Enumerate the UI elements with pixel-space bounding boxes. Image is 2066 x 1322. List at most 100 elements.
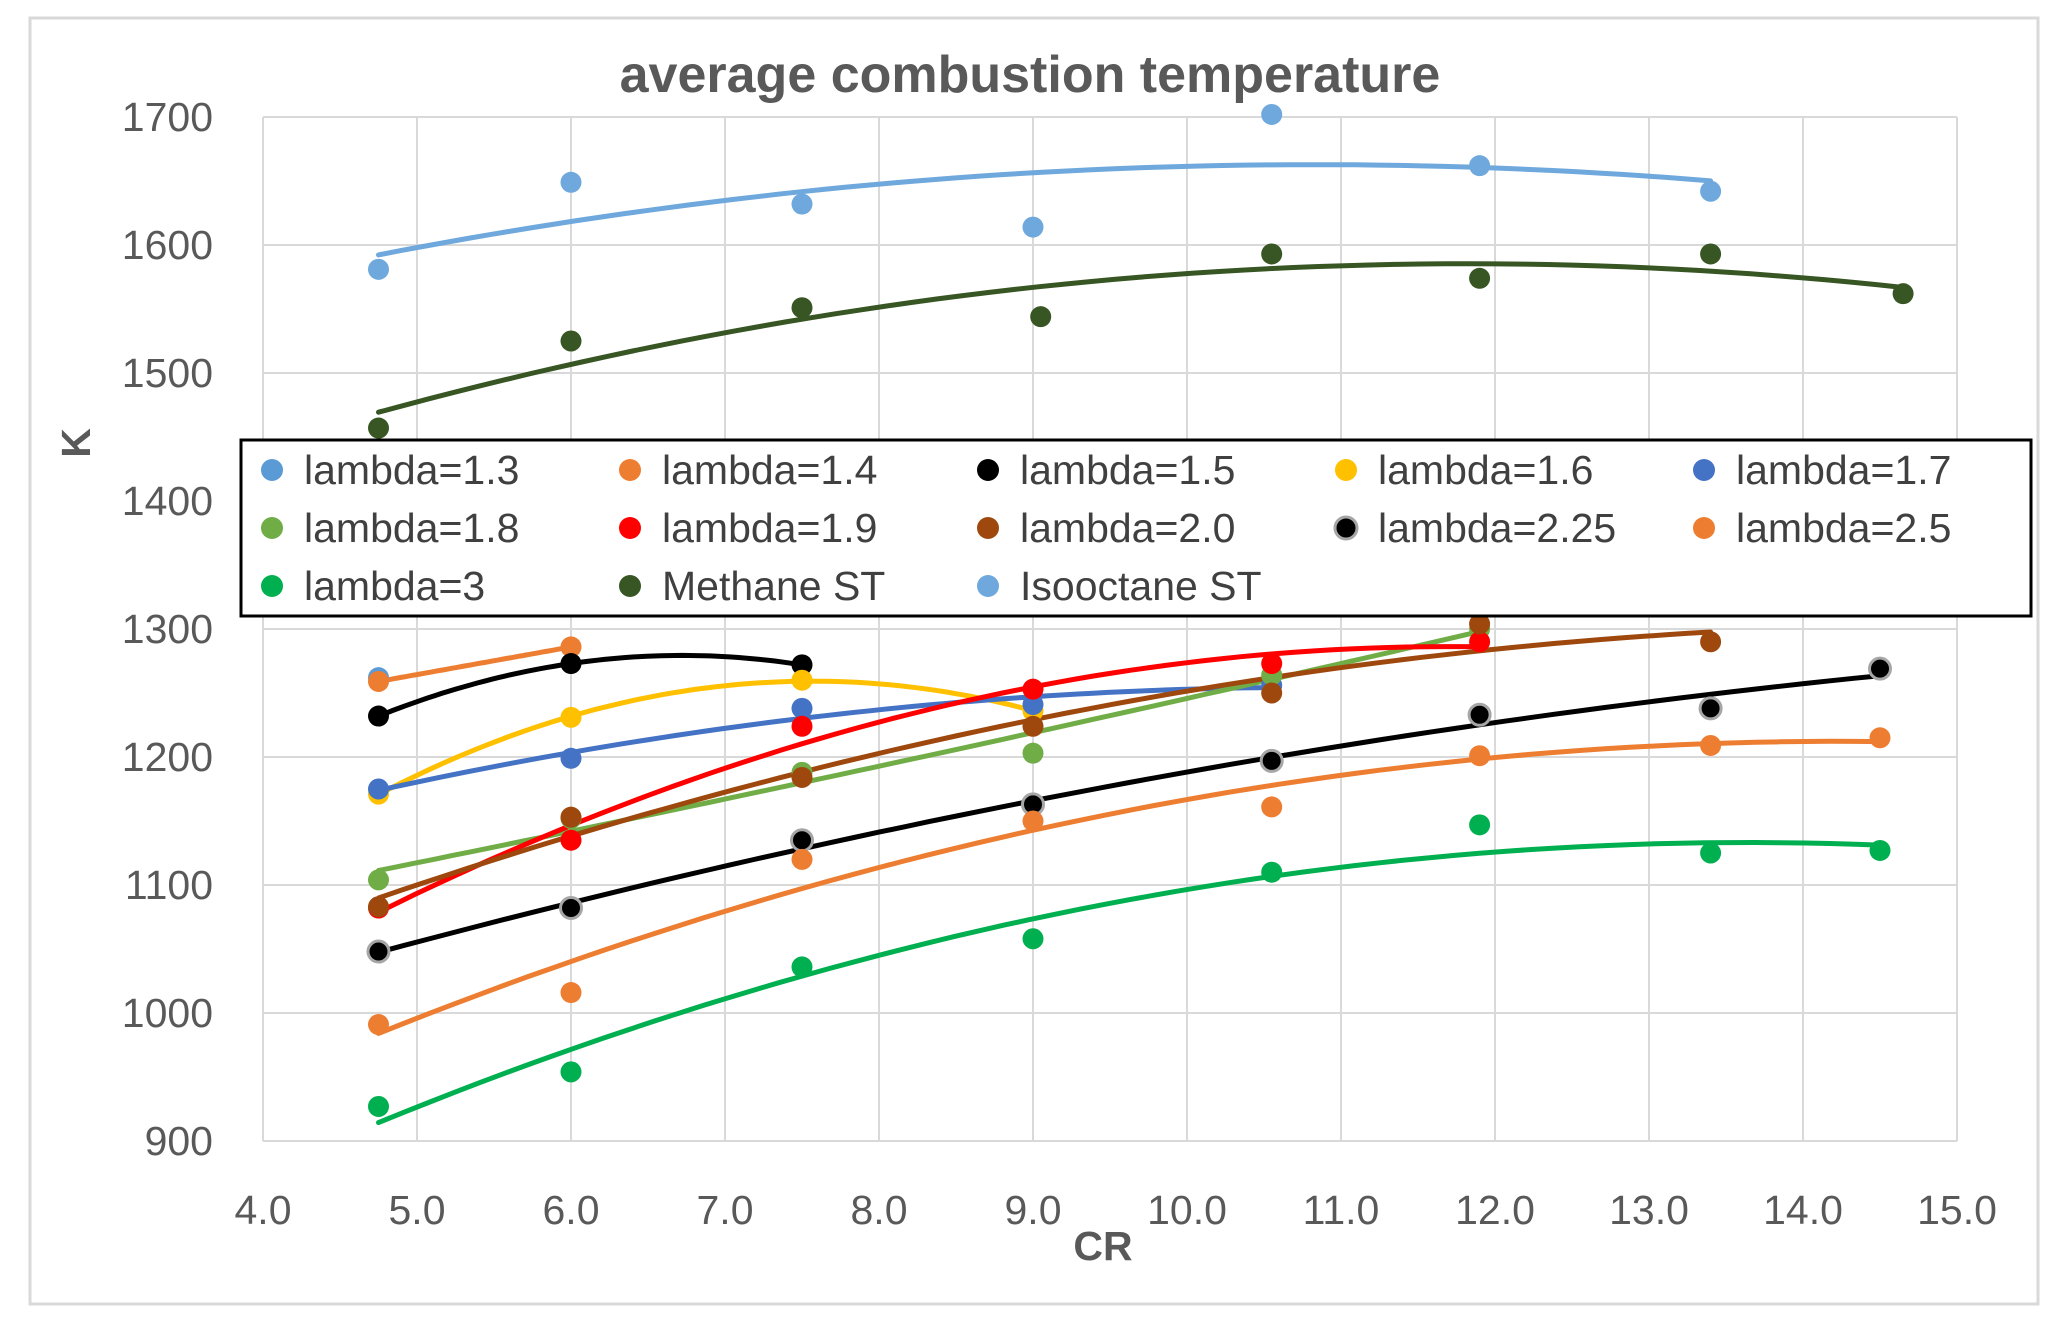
data-point (1469, 155, 1491, 177)
data-point (1868, 656, 1892, 681)
legend-label: Isooctane ST (1020, 563, 1262, 609)
data-point (1259, 748, 1284, 773)
data-point (560, 1061, 582, 1083)
data-point (1698, 696, 1723, 721)
data-point (1869, 839, 1891, 861)
legend-label: lambda=1.5 (1020, 447, 1235, 493)
data-point (791, 848, 813, 870)
y-tick-label: 1700 (122, 94, 213, 140)
data-point (1700, 180, 1722, 202)
legend-label: lambda=2.0 (1020, 505, 1235, 551)
data-point (791, 697, 813, 719)
legend-marker (619, 459, 641, 481)
data-point (560, 829, 582, 851)
trendline (376, 839, 1883, 1126)
data-point (1469, 814, 1491, 836)
legend-label: lambda=1.7 (1736, 447, 1951, 493)
data-point (559, 896, 583, 921)
data-point (791, 297, 813, 319)
y-tick-label: 1000 (122, 990, 213, 1036)
data-point (560, 747, 582, 769)
x-tick-label: 13.0 (1609, 1187, 1689, 1233)
data-point (790, 828, 814, 853)
x-tick-label: 12.0 (1455, 1187, 1535, 1233)
data-point (560, 171, 582, 193)
legend-marker (1335, 459, 1357, 481)
y-axis-title: K (53, 428, 99, 458)
data-point (1469, 267, 1491, 289)
data-point (1700, 734, 1722, 756)
legend-label: Methane ST (662, 563, 885, 609)
trendline (376, 738, 1883, 1036)
trendline (376, 652, 805, 719)
x-tick-label: 5.0 (389, 1187, 446, 1233)
legend-marker (261, 517, 283, 539)
legend: lambda=1.3 lambda=1.4 lambda=1.5 lambda=1.6… (239, 438, 2033, 618)
data-point (1022, 928, 1044, 950)
data-point (1469, 613, 1491, 635)
y-tick-label: 900 (145, 1118, 213, 1164)
x-tick-label: 9.0 (1005, 1187, 1062, 1233)
y-tick-label: 1600 (122, 222, 213, 268)
legend-marker (1333, 515, 1359, 541)
legend-marker (619, 517, 641, 539)
data-point (1700, 243, 1722, 265)
data-point (1261, 653, 1283, 675)
data-point (368, 778, 389, 800)
trendline (376, 678, 1036, 797)
chart-title: average combustion temperature (620, 46, 1441, 104)
data-point (1869, 727, 1891, 749)
x-tick-label: 11.0 (1303, 1187, 1380, 1233)
data-point (1469, 631, 1491, 653)
y-tick-label: 1500 (122, 350, 213, 396)
data-point (560, 330, 582, 352)
data-point (1022, 715, 1044, 737)
data-point (560, 806, 582, 828)
x-tick-label: 15.0 (1917, 1187, 1997, 1233)
data-point (368, 670, 389, 692)
data-point (1700, 631, 1722, 653)
legend-marker (261, 575, 283, 597)
legend-label: lambda=1.4 (662, 447, 877, 493)
data-point (791, 956, 813, 978)
data-point (791, 766, 813, 788)
data-point (368, 1095, 389, 1117)
data-point (368, 705, 389, 727)
legend-marker (977, 575, 999, 597)
trendline (376, 685, 1275, 793)
trendline (376, 673, 1883, 955)
trendline (376, 644, 574, 684)
data-point (1261, 243, 1283, 265)
x-tick-label: 7.0 (697, 1187, 754, 1233)
data-point (560, 706, 582, 728)
legend-marker (619, 575, 641, 597)
data-point (1700, 842, 1722, 864)
x-tick-label: 14.0 (1763, 1187, 1843, 1233)
legend-label: lambda=2.25 (1378, 505, 1616, 551)
data-point (368, 417, 389, 439)
data-point (1892, 283, 1914, 305)
x-tick-label: 8.0 (851, 1187, 908, 1233)
legend-box (239, 438, 2033, 618)
data-point (366, 939, 391, 964)
data-point (368, 258, 389, 280)
data-point (1022, 216, 1044, 238)
data-point (1022, 742, 1044, 764)
data-point (1261, 103, 1283, 125)
trendline (376, 629, 1714, 901)
trendlines (376, 162, 1906, 1126)
data-point (1022, 810, 1044, 832)
data-point (560, 982, 582, 1004)
data-point (1469, 745, 1491, 767)
legend-label: lambda=1.6 (1378, 447, 1593, 493)
data-point (1261, 861, 1283, 883)
legend-label: lambda=1.8 (304, 505, 519, 551)
data-point (791, 715, 813, 737)
data-point (1022, 678, 1044, 700)
data-point (791, 193, 813, 215)
x-tick-label: 10.0 (1147, 1187, 1227, 1233)
data-point (1030, 306, 1052, 328)
data-point (1467, 702, 1492, 727)
legend-marker (261, 459, 283, 481)
